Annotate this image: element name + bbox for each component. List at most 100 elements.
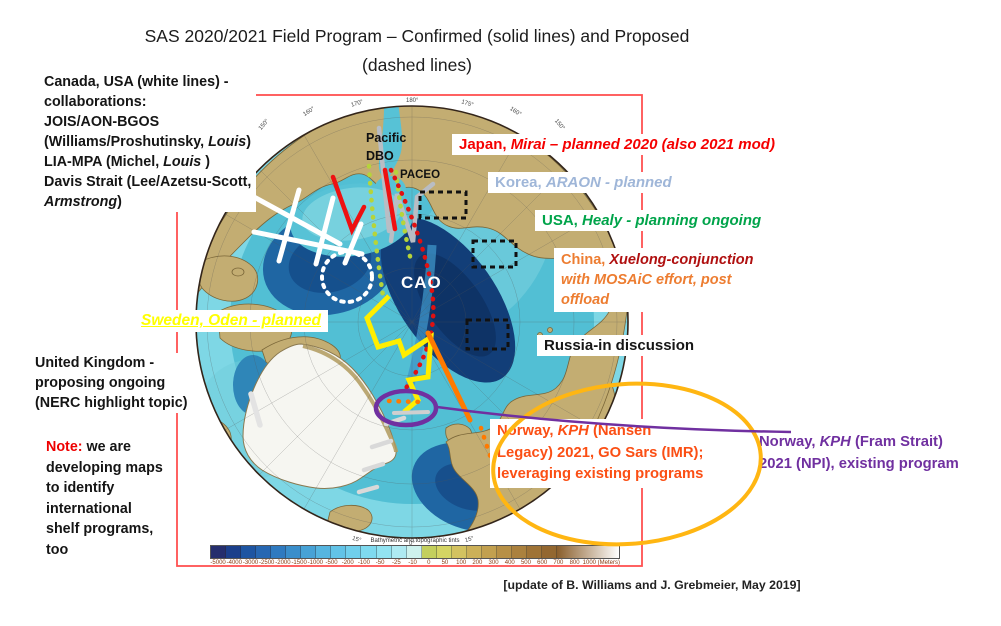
black-dashed-boxes	[418, 190, 518, 351]
colorbar-cell	[542, 546, 558, 558]
colorbar-tick-label: -4000	[226, 560, 242, 566]
red-dotted-line	[388, 167, 436, 391]
sweden-annotation: Sweden, Oden - planned	[134, 310, 328, 332]
text-segment: Mirai – planned 2020 (also 2021 mod)	[510, 136, 775, 153]
text-line: proposing ongoing	[35, 373, 187, 393]
text-line: collaborations:	[44, 92, 251, 112]
colorbar-cell	[481, 546, 497, 558]
text-segment: shelf programs,	[46, 521, 154, 537]
colorbar-tick-label: -500	[325, 560, 338, 566]
text-segment: (Nansen	[588, 423, 652, 439]
colorbar-tick-label: -1000	[307, 560, 323, 566]
text-line: Canada, USA (white lines) -	[44, 72, 251, 92]
cao-label: CAO	[401, 273, 442, 292]
colorbar-tick-label: 50	[441, 560, 449, 566]
text-segment: Canada, USA (white lines) -	[44, 74, 229, 90]
graticule-degree-label: 180°	[406, 98, 419, 104]
text-segment: Davis Strait (Lee/Azetsu-Scott,	[44, 174, 252, 190]
text-line: international	[46, 499, 163, 520]
colorbar-tick-label: -2500	[259, 560, 275, 566]
text-segment: Note:	[46, 439, 83, 455]
dbo-label: DBO	[366, 149, 394, 163]
colorbar-tick-label: 500	[520, 560, 531, 566]
text-line: China, Xuelong-conjunction	[561, 250, 754, 270]
colorbar-tick-label: -50	[375, 560, 385, 566]
text-segment: JOIS/AON-BGOS	[44, 114, 160, 130]
text-segment: )	[117, 194, 122, 210]
text-segment: developing maps	[46, 459, 163, 476]
colorbar-cell	[526, 546, 543, 558]
text-segment: with MOSAiC effort, post	[561, 272, 732, 288]
text-segment: Sweden, Oden - planned	[141, 312, 321, 329]
text-segment: USA,	[542, 212, 583, 229]
colorbar-ticks: -5000 -4000 -3000 -2500 -2000 -1500 -1000 -500-…	[210, 560, 620, 566]
text-line: United Kingdom -	[35, 353, 187, 373]
citation: [update of B. Williams and J. Grebmeier,…	[503, 578, 801, 592]
text-line: offload	[561, 290, 754, 310]
text-segment: (Fram Strait)	[850, 434, 943, 450]
white-dotted-circle	[320, 250, 374, 304]
norway-npi-annotation: Norway, KPH (Fram Strait) 2021 (NPI), exi…	[752, 430, 966, 477]
colorbar-cell	[361, 546, 377, 558]
text-segment: to identify	[46, 480, 115, 496]
slide-title: SAS 2020/2021 Field Program – Confirmed …	[0, 22, 834, 80]
text-segment: (NERC highlight topic)	[35, 395, 188, 411]
text-segment: collaborations:	[44, 94, 147, 110]
colorbar-cell	[346, 546, 362, 558]
green-dotted-lines	[366, 163, 414, 305]
colorbar-tick-label: 200	[472, 560, 483, 566]
united-kingdom-note: United Kingdom - proposing ongoing (NERC h…	[35, 353, 192, 413]
colorbar-tick-label: 400	[504, 560, 515, 566]
text-segment: Legacy) 2021, GO Sars (IMR);	[497, 444, 704, 461]
text-segment: international	[46, 500, 132, 517]
text-line: 2021 (NPI), existing program	[759, 454, 959, 476]
norway-orange-line	[425, 330, 473, 423]
colorbar-cell	[406, 546, 422, 558]
text-line: Armstrong)	[44, 192, 251, 212]
text-line: Davis Strait (Lee/Azetsu-Scott,	[44, 172, 251, 192]
colorbar-tick-label: -100	[357, 560, 370, 566]
colorbar-cell	[496, 546, 512, 558]
text-segment: United Kingdom -	[35, 355, 155, 371]
text-segment: leveraging existing programs	[497, 466, 704, 482]
text-segment: proposing ongoing	[35, 375, 166, 391]
korea-annotation: Korea, ARAON - planned	[488, 172, 679, 193]
colorbar-tick-label: -3000	[242, 560, 259, 566]
text-segment: LIA-MPA (Michel,	[44, 154, 164, 170]
slide-title-line1: SAS 2020/2021 Field Program – Confirmed …	[144, 26, 690, 46]
text-segment: Norway,	[759, 434, 820, 450]
text-segment: too	[46, 541, 69, 558]
colorbar-tick-label: 0	[427, 560, 431, 566]
text-segment: Louis	[208, 134, 247, 150]
colorbar-cell	[256, 546, 272, 558]
fram-strait-purple-ellipse	[373, 388, 439, 428]
colorbar-tick-label: -5000	[210, 560, 226, 566]
text-line: too	[46, 540, 163, 561]
text-line: developing maps	[46, 458, 163, 479]
colorbar-tick-label: 100	[456, 560, 467, 566]
colorbar-cell	[421, 546, 437, 558]
text-segment: KPH	[557, 423, 589, 439]
shelf-programs-note: Note: we are developing maps to identify in…	[46, 437, 167, 560]
text-line: Norway, KPH (Nansen	[497, 421, 703, 443]
colorbar-tick-label: 300	[488, 560, 499, 566]
text-line: (NERC highlight topic)	[35, 393, 187, 413]
text-segment: Louis	[163, 154, 202, 170]
colorbar-tick-label: -2000	[275, 560, 291, 566]
colorbar-tick-label: -200	[341, 560, 354, 566]
text-segment: Healy - planning ongoing	[582, 212, 762, 229]
colorbar-cell	[391, 546, 407, 558]
colorbar-tick-label: -1500	[291, 560, 307, 566]
text-segment: Armstrong	[44, 194, 118, 210]
text-segment: Korea,	[495, 174, 546, 191]
colorbar-cell	[331, 546, 347, 558]
colorbar-tick-label: 700	[553, 560, 564, 566]
colorbar-cell	[286, 546, 302, 558]
davis-strait-line	[248, 391, 263, 428]
canada-usa-note: Canada, USA (white lines) - collaboration…	[44, 72, 257, 212]
paceo-label: PACEO	[400, 169, 441, 181]
russia-annotation: Russia-in discussion	[537, 335, 702, 356]
fram-gray-line	[392, 410, 430, 415]
norway-imr-annotation: Norway, KPH (Nansen Legacy) 2021, GO Sars…	[490, 419, 711, 488]
